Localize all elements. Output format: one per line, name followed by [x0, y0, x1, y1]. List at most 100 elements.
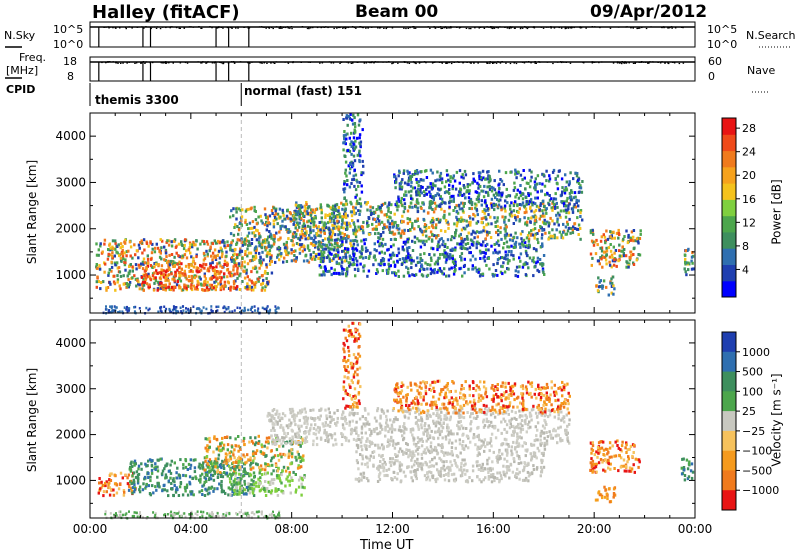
range-cell: [366, 201, 369, 204]
freq-dot: [365, 62, 368, 64]
range-cell: [373, 242, 376, 246]
range-cell: [109, 282, 112, 286]
range-cell: [458, 181, 461, 185]
range-cell: [542, 212, 545, 216]
range-cell: [334, 207, 337, 211]
range-cell: [364, 238, 368, 242]
range-cell: [452, 174, 455, 178]
range-cell: [297, 456, 300, 460]
range-cell: [331, 228, 334, 232]
range-cell: [293, 254, 296, 257]
range-cell: [550, 236, 553, 240]
range-cell: [138, 265, 141, 269]
range-cell: [217, 448, 221, 452]
range-cell: [203, 475, 206, 479]
range-cell: [480, 189, 483, 193]
range-cell: [458, 169, 462, 173]
range-cell: [95, 242, 98, 246]
range-cell: [626, 241, 630, 245]
range-cell: [358, 197, 362, 201]
range-cell: [364, 246, 368, 250]
range-cell: [403, 198, 406, 202]
range-cell: [156, 475, 159, 479]
range-cell: [527, 266, 530, 270]
range-cell: [482, 176, 485, 180]
range-cell: [346, 179, 349, 182]
range-cell: [395, 202, 399, 206]
nsearch-tick-top: 10^5: [707, 23, 738, 36]
range-cell: [253, 246, 257, 250]
range-cell: [122, 274, 125, 278]
range-cell: [455, 215, 458, 219]
range-cell: [548, 194, 551, 197]
range-cell: [205, 249, 208, 253]
range-cell: [486, 177, 489, 181]
range-cell: [323, 221, 326, 225]
range-cell: [114, 288, 117, 292]
freq-dot: [592, 61, 595, 63]
range-cell: [348, 264, 351, 268]
range-cell: [480, 217, 484, 221]
range-cell: [262, 239, 266, 243]
range-cell: [182, 473, 185, 477]
range-cell: [525, 236, 529, 240]
range-cell: [220, 248, 223, 252]
range-cell: [140, 241, 143, 245]
range-cell: [230, 274, 234, 278]
nsky-dot: [200, 27, 202, 29]
range-cell: [187, 247, 191, 251]
range-cell: [204, 473, 208, 476]
range-cell: [625, 265, 628, 269]
range-cell: [427, 237, 430, 241]
range-cell: [246, 285, 249, 289]
range-cell: [233, 465, 236, 469]
range-cell: [548, 174, 551, 178]
range-cell: [296, 466, 300, 470]
range-cell: [272, 225, 276, 229]
range-cell: [170, 272, 173, 276]
range-cell: [237, 457, 240, 460]
range-cell: [504, 229, 507, 233]
range-cell: [510, 214, 514, 218]
nsky-label: N.Sky: [4, 29, 36, 42]
range-cell: [242, 453, 245, 457]
range-cell: [526, 234, 530, 237]
range-cell: [555, 228, 558, 232]
range-cell: [235, 243, 238, 246]
range-cell: [214, 241, 218, 245]
range-cell: [532, 201, 535, 205]
range-cell: [110, 487, 113, 491]
range-cell: [496, 224, 499, 228]
range-cell: [179, 279, 183, 283]
range-cell: [233, 471, 236, 475]
freq-dot: [370, 62, 373, 64]
freq-dot: [649, 61, 651, 63]
nsky-dot: [290, 26, 293, 28]
range-cell: [574, 171, 577, 175]
range-cell: [504, 254, 508, 257]
freq-dot: [144, 62, 146, 64]
range-cell: [581, 218, 584, 222]
range-cell: [169, 476, 172, 480]
range-cell: [375, 225, 378, 228]
range-cell: [394, 272, 398, 276]
range-cell: [406, 217, 409, 221]
range-cell: [426, 185, 429, 189]
freq-dot: [505, 62, 507, 64]
range-cell: [617, 259, 620, 263]
range-cell: [328, 257, 331, 261]
range-cell: [454, 231, 457, 235]
range-cell: [552, 205, 555, 209]
nsky-dot: [465, 27, 468, 29]
range-cell: [613, 258, 616, 262]
nsky-dot: [413, 26, 415, 28]
range-cell: [476, 213, 479, 217]
range-cell: [382, 257, 386, 261]
colorbar-tick-label: 28: [742, 122, 756, 135]
range-cell: [277, 466, 280, 470]
range-cell: [320, 208, 323, 212]
nsky-dot: [509, 26, 511, 28]
range-cell: [261, 467, 264, 471]
range-cell: [285, 251, 288, 255]
range-cell: [429, 256, 433, 260]
